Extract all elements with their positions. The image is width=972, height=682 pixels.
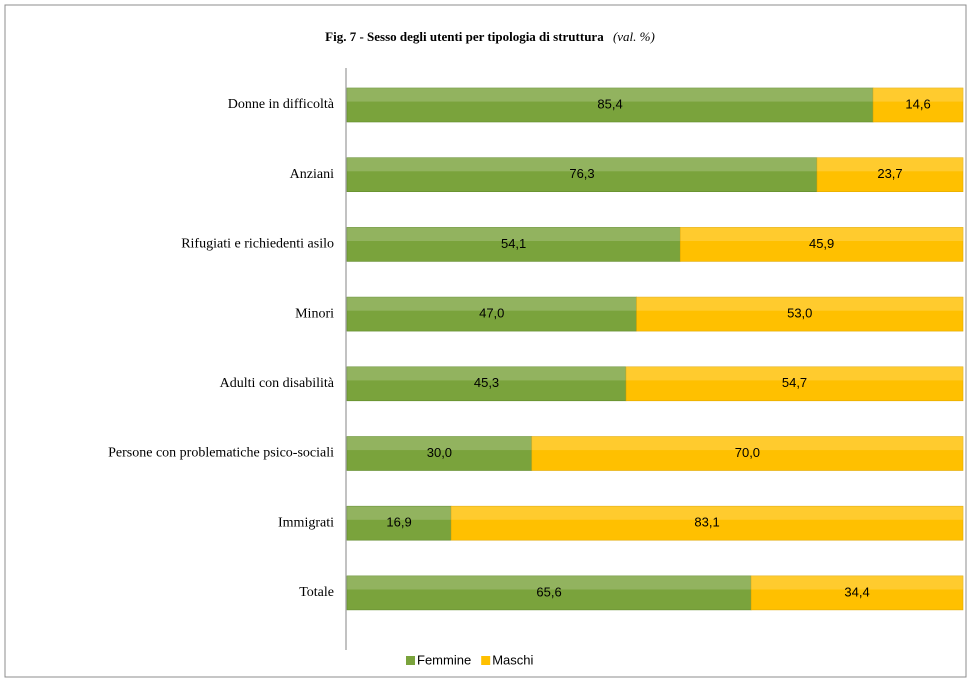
data-label: 85,4: [597, 96, 622, 111]
data-label: 23,7: [877, 166, 902, 181]
bar-segment: [816, 157, 964, 192]
y-tick-label: Adulti con disabilità: [220, 376, 335, 391]
y-tick-label: Anziani: [290, 167, 334, 182]
data-label: 70,0: [735, 445, 760, 460]
y-tick-label: Totale: [299, 585, 334, 600]
bar-highlight: [347, 157, 818, 172]
bar-highlight: [347, 506, 452, 520]
data-label: 53,0: [787, 306, 812, 321]
y-tick-label: Donne in difficoltà: [228, 97, 335, 112]
bar-highlight: [531, 436, 963, 451]
y-tick-label: Persone con problematiche psico-sociali: [108, 446, 334, 461]
bar-segment: [531, 436, 964, 471]
bar-highlight: [751, 575, 963, 590]
bar-highlight: [347, 436, 532, 451]
bar-highlight: [451, 506, 963, 520]
bar-segment: [346, 575, 752, 611]
bar-segment: [346, 87, 874, 123]
bar-highlight: [347, 297, 637, 311]
bar-highlight: [347, 88, 874, 102]
bar-segment: [679, 227, 964, 262]
y-tick-label: Minori: [295, 306, 334, 321]
data-label: 54,1: [501, 236, 526, 251]
bar-highlight: [347, 366, 627, 381]
data-label: 54,7: [782, 375, 807, 390]
legend-swatch: [406, 656, 415, 665]
legend-swatch: [481, 656, 491, 665]
bar-segment: [636, 296, 964, 332]
bar-segment: [346, 157, 818, 192]
y-tick-label: Immigrati: [278, 515, 334, 530]
bar-segment: [625, 366, 964, 402]
bar-segment: [872, 87, 964, 123]
bar-segment: [346, 505, 452, 541]
data-label: 76,3: [569, 166, 594, 181]
bar-highlight: [347, 227, 681, 241]
bar-segment: [346, 366, 627, 402]
bar-segment: [750, 575, 964, 611]
data-label: 47,0: [479, 306, 504, 321]
data-label: 83,1: [694, 515, 719, 530]
legend-label: Maschi: [492, 652, 533, 667]
bar-highlight: [873, 88, 963, 102]
data-label: 65,6: [536, 584, 561, 599]
data-label: 45,9: [809, 236, 834, 251]
subtitle: (val. %): [613, 29, 655, 44]
chart-title: Fig. 7 - Sesso degli utenti per tipologi…: [325, 29, 655, 44]
data-label: 16,9: [386, 515, 411, 530]
data-label: 45,3: [474, 375, 499, 390]
y-tick-label: Rifugiati e richiedenti asilo: [181, 237, 334, 252]
bar-highlight: [817, 157, 963, 172]
bar-segment: [346, 227, 681, 262]
bar-segment: [346, 436, 533, 471]
legend-label: Femmine: [417, 652, 471, 667]
bar-highlight: [626, 366, 963, 381]
data-label: 30,0: [427, 445, 452, 460]
data-label: 34,4: [844, 584, 869, 599]
bar-highlight: [636, 297, 963, 311]
bar-highlight: [680, 227, 963, 241]
data-label: 14,6: [905, 96, 930, 111]
bar-segment: [450, 505, 964, 541]
bar-highlight: [347, 575, 752, 590]
title: Fig. 7 - Sesso degli utenti per tipologi…: [325, 29, 604, 44]
